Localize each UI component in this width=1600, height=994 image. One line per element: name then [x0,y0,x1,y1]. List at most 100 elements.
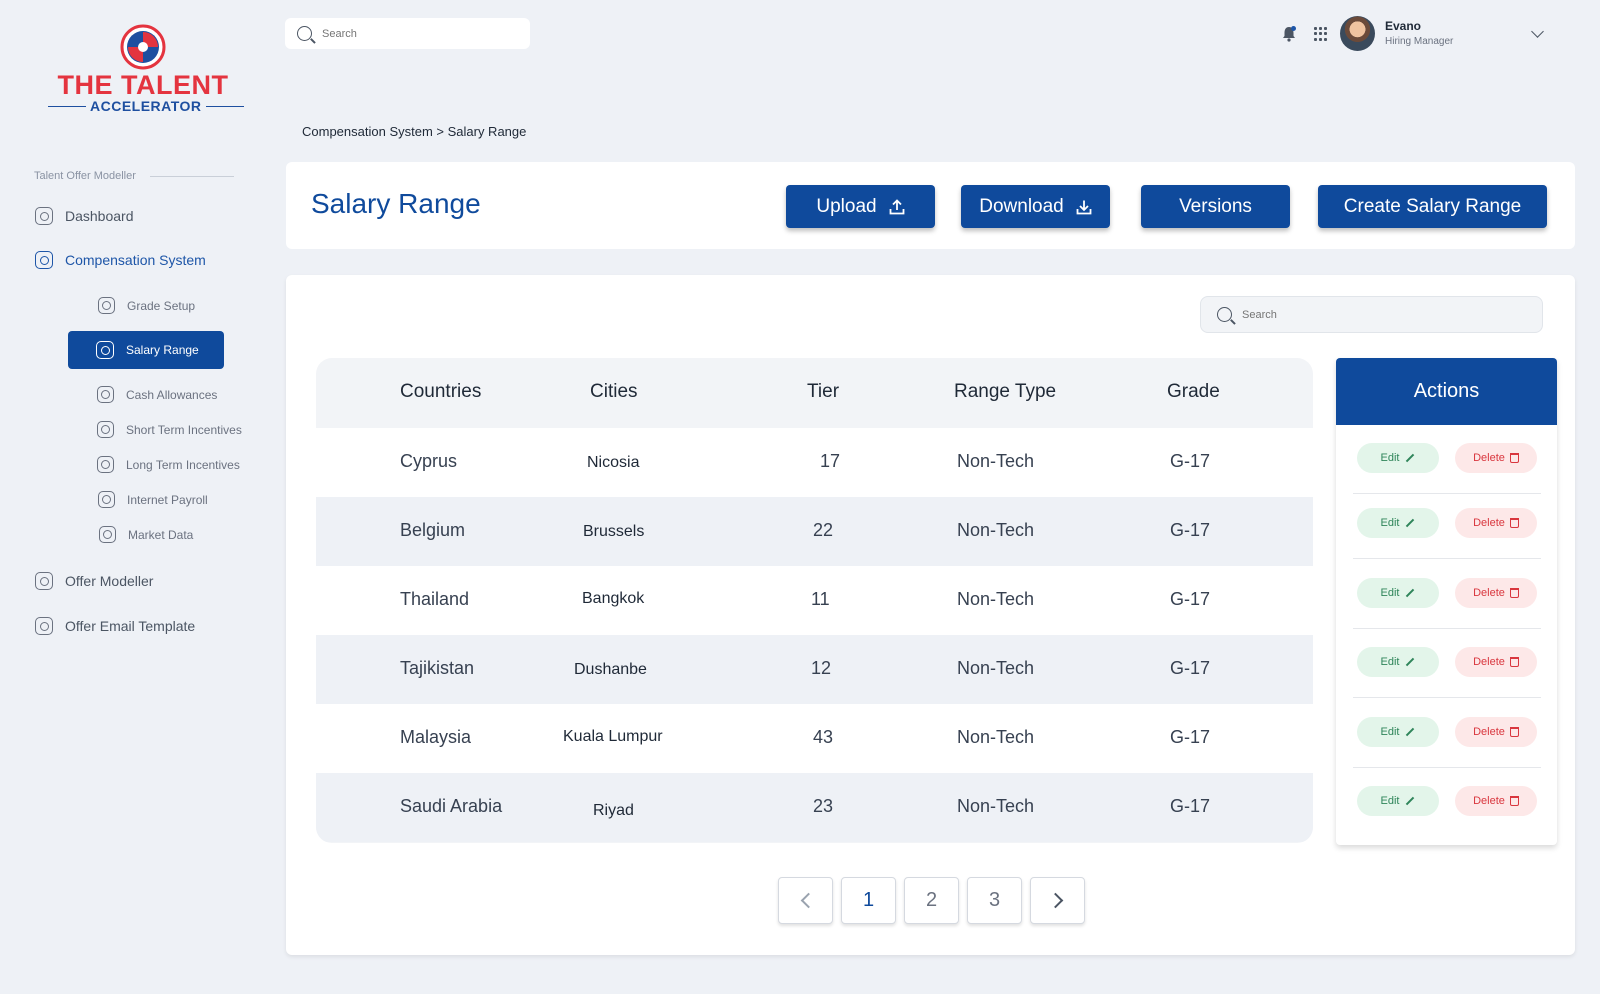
salary-range-icon [96,341,114,359]
breadcrumb: Compensation System > Salary Range [302,124,527,139]
page-title: Salary Range [311,188,481,219]
table-row[interactable]: Belgium Brussels 22 Non-Tech G-17 [316,497,1313,566]
long-term-incentives-icon [97,456,114,473]
versions-button[interactable]: Versions [1141,185,1290,228]
cell-city: Riyad [593,802,634,819]
actions-header: Actions [1336,358,1557,425]
delete-label: Delete [1473,726,1505,738]
short-term-incentives-icon [97,421,114,438]
divider [149,175,234,177]
page-3-button[interactable]: 3 [967,877,1022,924]
salary-range-table: Countries Cities Tier Range Type Grade C… [316,358,1313,843]
cell-tier: 11 [811,589,830,609]
sidebar-item-internet-payroll[interactable]: Internet Payroll [98,491,208,508]
sidebar-item-label: Short Term Incentives [126,422,242,437]
section-label-text: Talent Offer Modeller [34,170,136,182]
brand-logo[interactable]: THE TALENT ACCELERATOR [48,24,244,120]
table-search[interactable] [1200,296,1543,333]
pencil-icon [1406,453,1415,463]
delete-label: Delete [1473,656,1505,668]
column-header-countries[interactable]: Countries [400,381,482,402]
upload-button[interactable]: Upload [786,185,935,228]
sidebar-item-short-term-incentives[interactable]: Short Term Incentives [97,421,242,438]
pencil-icon [1406,657,1415,667]
previous-page-button[interactable] [778,877,833,924]
edit-button[interactable]: Edit [1357,443,1439,473]
delete-button[interactable]: Delete [1455,508,1537,538]
download-icon [1076,200,1092,214]
cell-country: Malaysia [400,727,472,747]
delete-button[interactable]: Delete [1455,443,1537,473]
column-header-grade[interactable]: Grade [1167,381,1220,402]
edit-button[interactable]: Edit [1357,508,1439,538]
cell-country: Tajikistan [400,658,475,678]
pencil-icon [1406,588,1415,598]
sidebar-item-dashboard[interactable]: Dashboard [35,207,134,225]
column-header-tier[interactable]: Tier [807,381,840,402]
column-header-range-type[interactable]: Range Type [954,381,1057,402]
sidebar-item-label: Offer Email Template [65,618,196,634]
offer-modeller-icon [35,572,53,590]
sidebar-item-market-data[interactable]: Market Data [99,526,193,543]
next-page-button[interactable] [1030,877,1085,924]
sidebar-item-salary-range[interactable]: Salary Range [68,331,224,369]
cell-tier: 12 [811,658,832,678]
cell-grade: G-17 [1170,520,1211,540]
pencil-icon [1406,796,1415,806]
create-salary-range-button[interactable]: Create Salary Range [1318,185,1547,228]
download-button[interactable]: Download [961,185,1110,228]
sidebar-item-grade-setup[interactable]: Grade Setup [98,297,195,314]
table-row[interactable]: Malaysia Kuala Lumpur 43 Non-Tech G-17 [316,704,1313,773]
sidebar-item-long-term-incentives[interactable]: Long Term Incentives [97,456,240,473]
apps-grid-icon[interactable] [1314,27,1328,41]
sidebar-item-offer-email-template[interactable]: Offer Email Template [35,617,195,635]
table-row[interactable]: Thailand Bangkok 11 Non-Tech G-17 [316,566,1313,635]
column-header-cities[interactable]: Cities [590,381,638,402]
edit-button[interactable]: Edit [1357,647,1439,677]
cash-allowances-icon [97,386,114,403]
table-row[interactable]: Tajikistan Dushanbe 12 Non-Tech G-17 [316,635,1313,704]
avatar[interactable] [1340,16,1375,51]
delete-button[interactable]: Delete [1455,786,1537,816]
delete-button[interactable]: Delete [1455,647,1537,677]
sidebar-item-compensation-system[interactable]: Compensation System [35,251,206,269]
table-search-input[interactable] [1242,308,1422,321]
page-2-button[interactable]: 2 [904,877,959,924]
cell-city: Nicosia [587,454,640,471]
brand-subtitle: ACCELERATOR [48,98,244,114]
global-search[interactable] [285,18,530,49]
chevron-down-icon[interactable] [1531,25,1544,38]
user-name: Evano [1385,19,1422,33]
global-search-input[interactable] [322,27,502,40]
notification-bell-icon[interactable] [1282,26,1296,42]
edit-button[interactable]: Edit [1357,717,1439,747]
sidebar-item-cash-allowances[interactable]: Cash Allowances [97,386,217,403]
delete-button[interactable]: Delete [1455,578,1537,608]
sidebar-item-label: Grade Setup [127,298,196,313]
cell-city: Dushanbe [574,661,647,678]
upload-icon [889,198,905,214]
page-1-button[interactable]: 1 [841,877,896,924]
cell-city: Bangkok [582,590,645,607]
cell-range-type: Non-Tech [957,658,1035,678]
cell-country: Belgium [400,520,466,540]
table-row[interactable]: Cyprus Nicosia 17 Non-Tech G-17 [316,428,1313,497]
sidebar-item-offer-modeller[interactable]: Offer Modeller [35,572,153,590]
edit-button[interactable]: Edit [1357,786,1439,816]
cell-tier: 43 [813,727,834,747]
email-icon [35,617,53,635]
sidebar: THE TALENT ACCELERATOR Talent Offer Mode… [0,0,270,994]
table-row[interactable]: Saudi Arabia Riyad 23 Non-Tech G-17 [316,773,1313,842]
trash-icon [1509,657,1519,668]
delete-button[interactable]: Delete [1455,717,1537,747]
brand-title: THE TALENT [57,70,229,100]
cell-range-type: Non-Tech [957,727,1035,747]
action-row: Edit Delete [1353,768,1541,837]
cell-range-type: Non-Tech [957,451,1035,471]
edit-button[interactable]: Edit [1357,578,1439,608]
edit-label: Edit [1380,656,1400,668]
sidebar-item-label: Cash Allowances [126,387,218,402]
internet-payroll-icon [98,491,115,508]
trash-icon [1509,453,1519,464]
action-row: Edit Delete [1353,425,1541,494]
